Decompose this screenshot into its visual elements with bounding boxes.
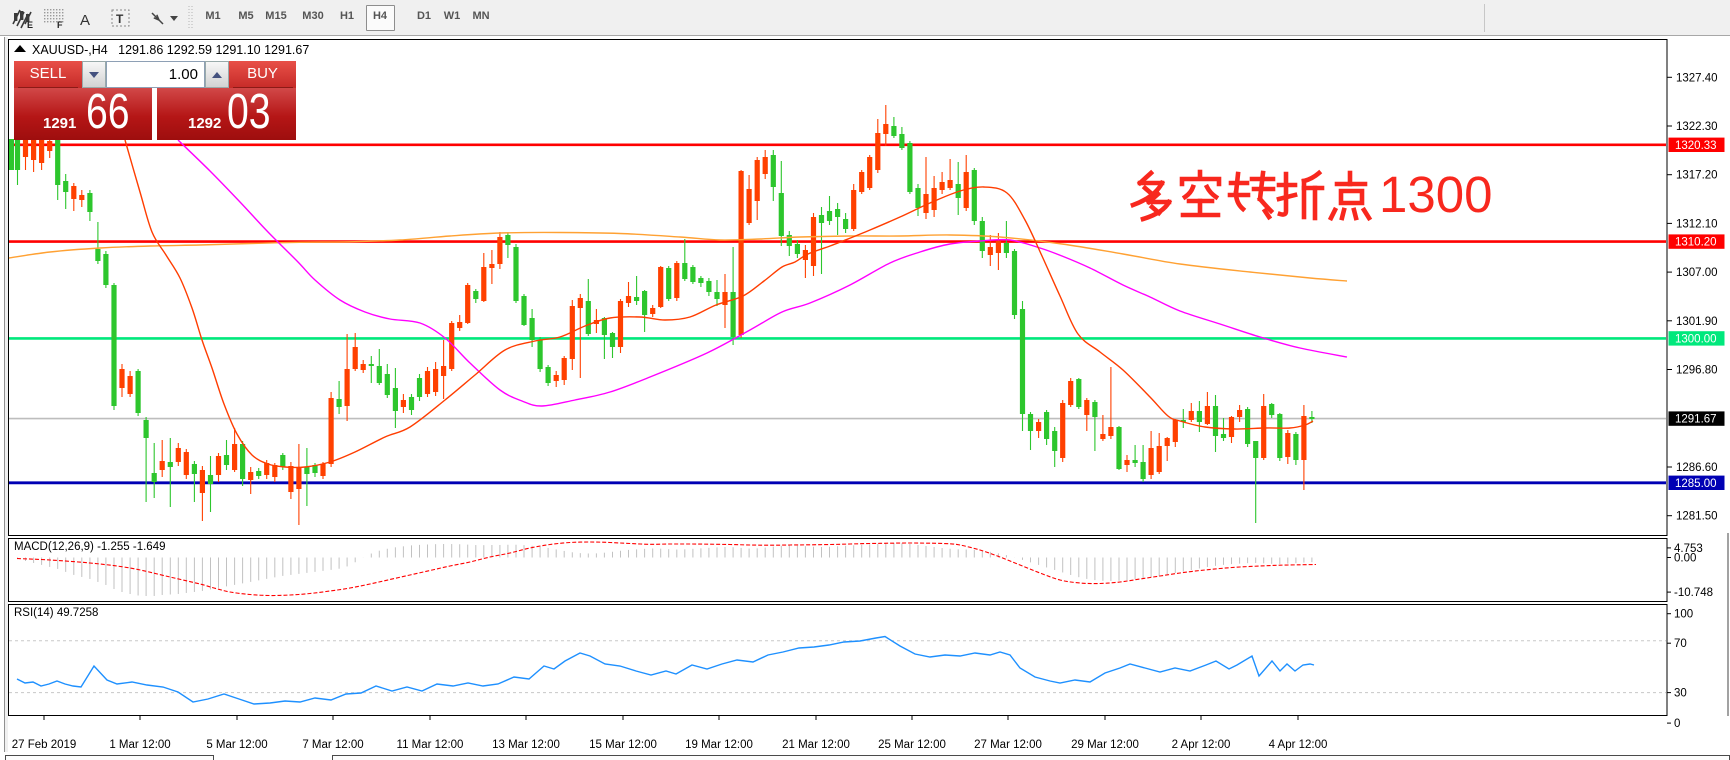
svg-text:1312.10: 1312.10: [1676, 218, 1718, 230]
svg-text:1322.30: 1322.30: [1676, 121, 1718, 133]
svg-text:25 Mar 12:00: 25 Mar 12:00: [878, 739, 946, 751]
svg-text:1310.20: 1310.20: [1675, 237, 1717, 249]
svg-text:21 Mar 12:00: 21 Mar 12:00: [782, 739, 850, 751]
svg-text:MACD(12,26,9) -1.255 -1.649: MACD(12,26,9) -1.255 -1.649: [14, 541, 166, 553]
svg-text:0.00: 0.00: [1674, 553, 1696, 565]
svg-text:1 Mar 12:00: 1 Mar 12:00: [109, 739, 170, 751]
svg-text:70: 70: [1674, 638, 1687, 650]
svg-text:4 Apr 12:00: 4 Apr 12:00: [1269, 739, 1328, 751]
svg-text:19 Mar 12:00: 19 Mar 12:00: [685, 739, 753, 751]
svg-text:30: 30: [1674, 688, 1687, 700]
svg-text:0: 0: [1674, 718, 1680, 730]
svg-text:1320.33: 1320.33: [1675, 140, 1717, 152]
svg-text:100: 100: [1674, 609, 1693, 621]
svg-text:1285.00: 1285.00: [1675, 478, 1717, 490]
svg-text:15 Mar 12:00: 15 Mar 12:00: [589, 739, 657, 751]
svg-text:27 Mar 12:00: 27 Mar 12:00: [974, 739, 1042, 751]
svg-text:E: E: [27, 20, 33, 30]
svg-text:29 Mar 12:00: 29 Mar 12:00: [1071, 739, 1139, 751]
svg-text:-10.748: -10.748: [1674, 587, 1713, 599]
svg-text:1307.00: 1307.00: [1676, 267, 1718, 279]
svg-text:1281.50: 1281.50: [1676, 511, 1718, 523]
svg-text:T: T: [116, 12, 124, 26]
svg-text:1291.67: 1291.67: [1675, 414, 1717, 426]
svg-text:1317.20: 1317.20: [1676, 170, 1718, 182]
svg-text:XAUUSD-,H4 1291.86 1292.59 1: XAUUSD-,H4 1291.86 1292.59 1291.10 1291.…: [32, 43, 309, 57]
svg-text:1301.90: 1301.90: [1676, 316, 1718, 328]
svg-text:F: F: [57, 20, 63, 30]
svg-text:4.753: 4.753: [1674, 543, 1703, 555]
svg-text:2 Apr 12:00: 2 Apr 12:00: [1172, 739, 1231, 751]
svg-text:1327.40: 1327.40: [1676, 72, 1718, 84]
svg-text:11 Mar 12:00: 11 Mar 12:00: [397, 739, 464, 751]
svg-text:1296.80: 1296.80: [1676, 365, 1718, 377]
svg-text:1286.60: 1286.60: [1676, 462, 1718, 474]
svg-text:RSI(14) 49.7258: RSI(14) 49.7258: [14, 607, 98, 619]
svg-text:27 Feb 2019: 27 Feb 2019: [12, 739, 77, 751]
svg-text:7 Mar 12:00: 7 Mar 12:00: [302, 739, 363, 751]
svg-text:1300.00: 1300.00: [1675, 333, 1717, 345]
svg-text:5 Mar 12:00: 5 Mar 12:00: [206, 739, 267, 751]
svg-text:13 Mar 12:00: 13 Mar 12:00: [492, 739, 560, 751]
svg-text:1300: 1300: [1379, 166, 1492, 223]
svg-text:A: A: [80, 12, 90, 29]
